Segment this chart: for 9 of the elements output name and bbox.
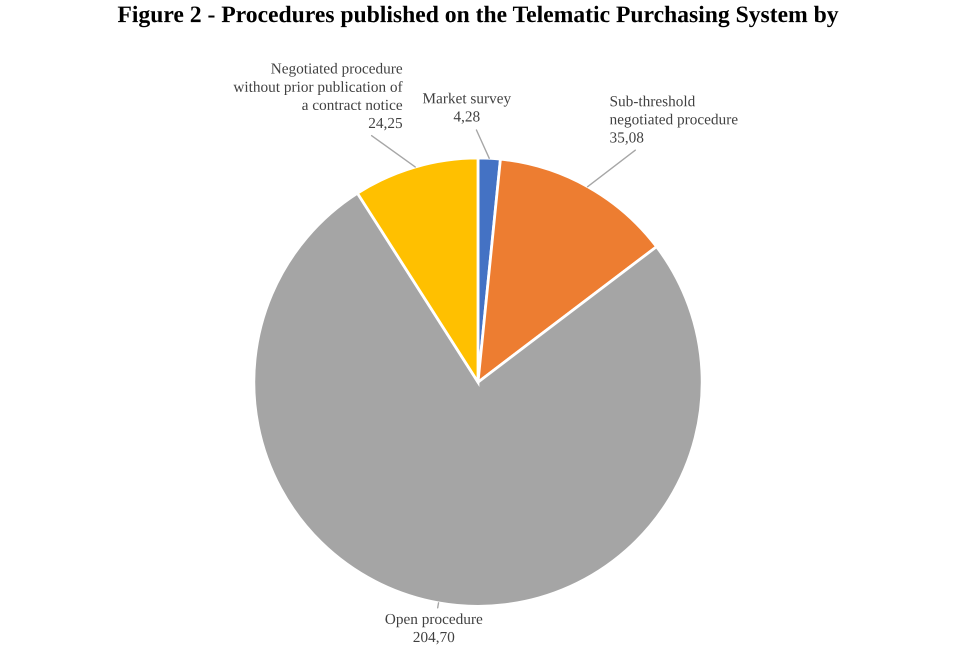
data-label: 24,25 [368, 118, 402, 130]
data-label: 4,28 [454, 111, 480, 124]
slice-label: Sub-threshold negotiated procedure [610, 96, 738, 128]
slice-label: Negotiated procedure without prior publication of a contract notice [233, 62, 403, 110]
data-label: 35,08 [610, 132, 644, 145]
slice-label: Market survey [422, 92, 512, 107]
data-label: 204,70 [413, 632, 454, 644]
slice-label: Open procedure [385, 613, 482, 628]
chart-title: Figure 2 - Procedures published on the Telematic Purchasing System by [118, 6, 838, 28]
